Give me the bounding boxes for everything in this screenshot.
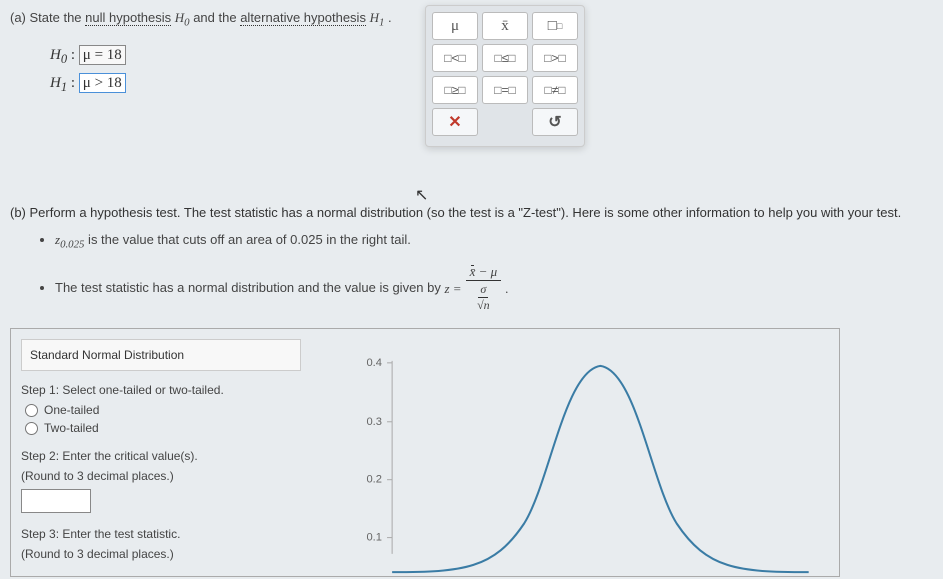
greater-than-button[interactable]: □>□ xyxy=(532,44,578,72)
ytick-03: 0.3 xyxy=(366,416,382,428)
bullet-z025: z0.025 is the value that cuts off an are… xyxy=(55,232,933,251)
ytick-04: 0.4 xyxy=(366,357,382,369)
critical-value-input[interactable] xyxy=(21,489,91,513)
two-tailed-radio[interactable]: Two-tailed xyxy=(25,421,301,435)
less-equal-button[interactable]: □≤□ xyxy=(482,44,528,72)
part-a-prompt: (a) State the null hypothesis H0 and the… xyxy=(10,10,392,26)
distribution-panel: Standard Normal Distribution Step 1: Sel… xyxy=(10,328,840,577)
xbar-button[interactable]: x̄ xyxy=(482,12,528,40)
mu-button[interactable]: μ xyxy=(432,12,478,40)
clear-button[interactable]: ✕ xyxy=(432,108,478,136)
step1-block: Step 1: Select one-tailed or two-tailed.… xyxy=(21,383,301,435)
part-b-section: ↖ (b) Perform a hypothesis test. The tes… xyxy=(10,205,933,577)
not-equal-button[interactable]: □≠□ xyxy=(532,76,578,104)
step2-block: Step 2: Enter the critical value(s). (Ro… xyxy=(21,449,301,513)
one-tailed-radio[interactable]: One-tailed xyxy=(25,403,301,417)
power-button[interactable]: □□ xyxy=(532,12,578,40)
ytick-01: 0.1 xyxy=(366,532,382,544)
h0-input[interactable]: μ = 18 xyxy=(79,45,126,65)
ytick-02: 0.2 xyxy=(366,474,382,486)
null-hypothesis-link[interactable]: null hypothesis xyxy=(85,10,171,26)
bell-curve xyxy=(392,366,809,572)
distribution-chart: 0.4 0.3 0.2 0.1 xyxy=(311,329,839,576)
normal-curve-svg: 0.4 0.3 0.2 0.1 xyxy=(321,339,829,576)
alternative-hypothesis-link[interactable]: alternative hypothesis xyxy=(240,10,366,26)
distribution-title: Standard Normal Distribution xyxy=(21,339,301,371)
part-b-prompt: (b) Perform a hypothesis test. The test … xyxy=(10,205,933,220)
distribution-controls: Standard Normal Distribution Step 1: Sel… xyxy=(11,329,311,576)
bullet-formula: The test statistic has a normal distribu… xyxy=(55,264,933,313)
greater-equal-button[interactable]: □≥□ xyxy=(432,76,478,104)
part-b-bullets: z0.025 is the value that cuts off an are… xyxy=(40,232,933,314)
cursor-icon: ↖ xyxy=(415,185,428,205)
reset-button[interactable]: ↺ xyxy=(532,108,578,136)
less-than-button[interactable]: □<□ xyxy=(432,44,478,72)
equal-button[interactable]: □=□ xyxy=(482,76,528,104)
h1-input[interactable]: μ > 18 xyxy=(79,73,126,93)
symbol-palette: μ x̄ □□ □<□ □≤□ □>□ □≥□ □=□ □≠□ ✕ ↺ xyxy=(425,5,585,147)
step3-block: Step 3: Enter the test statistic. (Round… xyxy=(21,527,301,561)
